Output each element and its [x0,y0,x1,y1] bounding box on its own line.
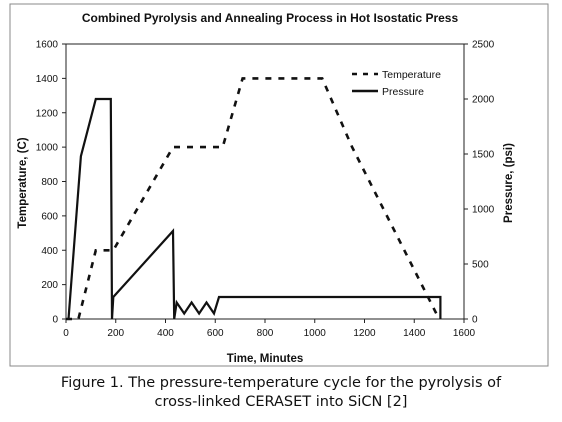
x-tick-label: 1400 [403,328,426,339]
x-tick-label: 1600 [453,328,476,339]
y2-tick-label: 1000 [472,205,495,216]
y2-tick-label: 2500 [472,40,495,51]
series-line-temperature [66,77,441,321]
y-tick-label: 0 [52,315,58,326]
y-tick-label: 400 [41,246,58,257]
y2-tick-label: 500 [472,260,489,271]
x-tick-label: 600 [207,328,224,339]
chart-title: Combined Pyrolysis and Annealing Process… [82,11,459,25]
legend-temperature-label: Temperature [382,69,441,81]
legend-pressure-label: Pressure [382,86,424,98]
x-tick-label: 0 [63,328,69,339]
y-tick-label: 1600 [36,40,59,51]
y-axis-left: 0 200 400 600 800 1000 1200 1400 1600 [36,40,66,326]
figure-caption: Figure 1. The pressure-temperature cycle… [0,374,562,412]
y-tick-label: 800 [41,177,58,188]
y-tick-label: 1000 [36,143,59,154]
chart: Combined Pyrolysis and Annealing Process… [9,3,549,367]
y-axis-right: 0 500 1000 1500 2000 2500 [464,40,495,326]
series-layer [66,77,442,321]
y-tick-label: 200 [41,280,58,291]
x-axis: 0 200 400 600 800 1000 1200 1400 1600 [63,319,476,339]
x-tick-label: 1000 [304,328,327,339]
x-tick-label: 400 [157,328,174,339]
caption-line-1: Figure 1. The pressure-temperature cycle… [60,375,502,391]
x-tick-label: 200 [107,328,124,339]
y-tick-label: 1200 [36,108,59,119]
chart-frame [9,3,549,367]
y-axis-label: Temperature, (C) [17,137,29,228]
caption-line-2: cross-linked CERASET into SiCN [2] [154,394,408,410]
legend: Temperature Pressure [352,69,441,98]
y2-tick-label: 0 [472,315,478,326]
y-tick-label: 1400 [36,74,59,85]
y2-tick-label: 2000 [472,95,495,106]
y-tick-label: 600 [41,211,58,222]
x-axis-label: Time, Minutes [227,353,303,365]
y2-tick-label: 1500 [472,150,495,161]
x-tick-label: 800 [257,328,274,339]
x-tick-label: 1200 [353,328,376,339]
y2-axis-label: Pressure, (psi) [503,143,515,223]
series-line-pressure [67,97,442,320]
